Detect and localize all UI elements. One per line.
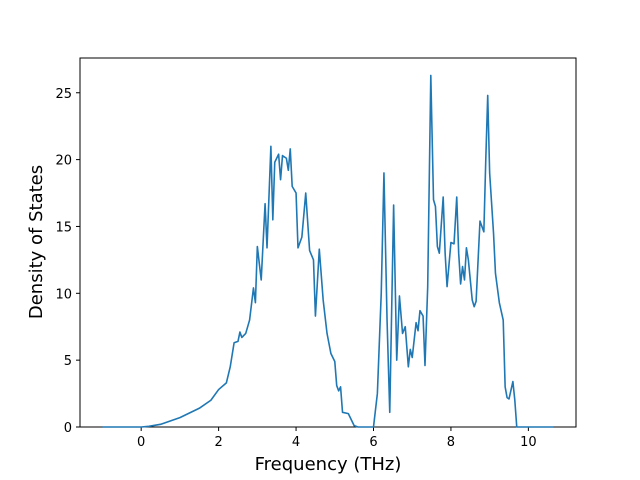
y-tick-label: 20 [55, 154, 72, 169]
y-tick-label: 5 [64, 354, 72, 369]
x-tick-label: 4 [292, 435, 300, 450]
line-series [102, 74, 554, 428]
plot-frame [79, 57, 577, 428]
y-axis-label: Density of States [26, 165, 47, 319]
y-tick-label: 15 [55, 220, 72, 235]
x-tick-label: 0 [137, 435, 145, 450]
x-tick-label: 6 [369, 435, 377, 450]
x-tick-label: 8 [447, 435, 455, 450]
x-tick-label: 10 [520, 435, 537, 450]
y-tick-label: 0 [64, 421, 72, 436]
x-tick-label: 2 [214, 435, 222, 450]
x-axis-label: Frequency (THz) [255, 454, 402, 475]
y-tick-label: 25 [55, 87, 72, 102]
y-tick-label: 10 [55, 287, 72, 302]
